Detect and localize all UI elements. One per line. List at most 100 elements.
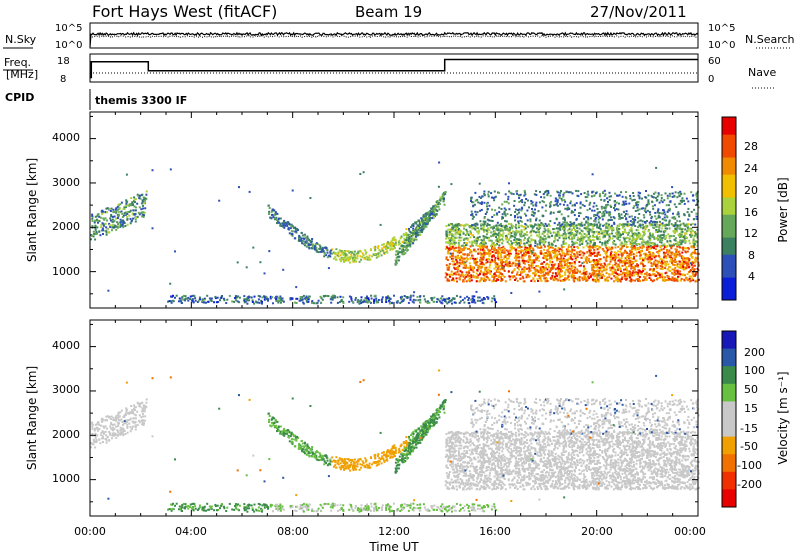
power-point [101, 222, 104, 225]
power-point [601, 218, 604, 221]
power-point [580, 229, 583, 232]
power-point [638, 276, 641, 278]
power-point [542, 270, 545, 273]
power-point [549, 277, 552, 279]
power-point [497, 266, 500, 269]
power-point [491, 247, 493, 250]
power-point [617, 212, 620, 215]
power-point [673, 268, 676, 271]
power-point [615, 265, 618, 268]
power-point [391, 243, 394, 246]
power-point [598, 238, 601, 241]
power-point [571, 232, 574, 234]
power-point [642, 234, 645, 236]
power-point [122, 220, 125, 223]
power-point [510, 248, 513, 251]
power-point [408, 227, 410, 230]
power-point [404, 249, 407, 252]
power-point [543, 248, 545, 251]
power-point [544, 279, 547, 282]
power-point [668, 249, 671, 252]
power-point [503, 251, 506, 254]
power-point [516, 238, 519, 241]
power-point [574, 272, 577, 274]
power-point [458, 251, 461, 254]
power-point [453, 239, 456, 242]
power-point [251, 299, 254, 302]
power-point [504, 234, 507, 237]
power-point [566, 248, 569, 251]
power-point [587, 230, 590, 233]
power-point [315, 302, 318, 305]
power-point [448, 224, 451, 227]
power-point [692, 240, 695, 243]
power-point [405, 238, 408, 241]
power-point [397, 253, 399, 256]
power-point [448, 252, 451, 255]
power-point [686, 273, 689, 275]
power-point [482, 243, 484, 246]
power-point [394, 247, 396, 249]
power-point [231, 300, 234, 303]
power-point [337, 255, 340, 258]
power-point [630, 273, 633, 276]
power-point [468, 302, 471, 305]
power-point [512, 276, 515, 279]
power-point [532, 272, 535, 275]
power-point [659, 258, 662, 260]
power-point [644, 268, 647, 271]
power-point [453, 241, 456, 244]
power-point [662, 212, 664, 215]
power-point [548, 251, 551, 254]
power-point [281, 299, 284, 302]
power-point [304, 297, 306, 300]
power-point [685, 251, 687, 254]
power-point [694, 231, 697, 233]
power-point [640, 270, 643, 273]
power-point [567, 232, 570, 235]
power-point [299, 298, 302, 300]
power-point [504, 280, 507, 283]
power-point [589, 254, 592, 257]
power-point [629, 251, 632, 254]
power-point [448, 237, 451, 240]
power-point [684, 261, 687, 264]
power-point [636, 265, 639, 268]
power-point [678, 195, 681, 198]
power-point [408, 229, 411, 232]
power-point [454, 273, 457, 276]
power-point [616, 233, 619, 236]
power-point [401, 246, 404, 249]
power-point [664, 236, 667, 239]
power-point [666, 240, 669, 243]
power-point [576, 227, 579, 230]
power-point [213, 301, 216, 304]
power-point [475, 261, 478, 264]
power-point [587, 224, 590, 227]
power-point [658, 226, 661, 229]
power-point [680, 228, 683, 231]
power-point [607, 233, 610, 236]
power-point [113, 219, 116, 222]
power-point [664, 276, 666, 279]
power-point [94, 238, 97, 241]
power-point [644, 264, 647, 267]
power-point [506, 241, 509, 243]
power-point [620, 213, 623, 216]
power-point [641, 247, 644, 250]
power-point [517, 250, 520, 252]
power-point [663, 244, 666, 247]
power-point [417, 228, 420, 231]
power-point [682, 273, 685, 276]
power-point [433, 296, 436, 299]
power-point [294, 228, 297, 231]
power-point [627, 237, 630, 240]
power-point [305, 295, 308, 298]
power-point [694, 258, 696, 261]
power-point [678, 227, 681, 230]
power-point [360, 296, 363, 299]
power-point [560, 268, 563, 271]
power-point [323, 255, 326, 258]
power-point [523, 242, 526, 245]
power-point [521, 275, 524, 278]
